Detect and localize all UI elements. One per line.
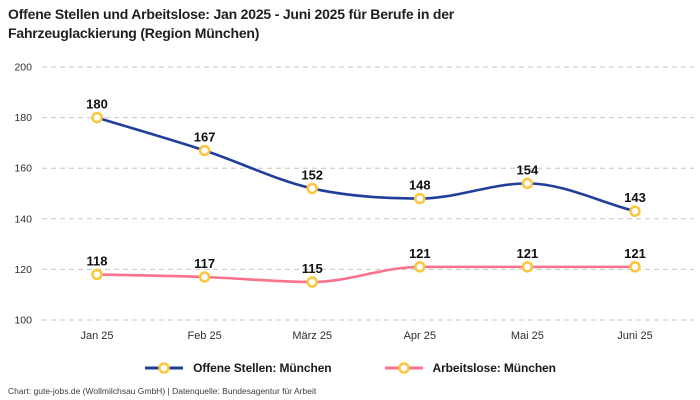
y-axis-tick-200: 200 <box>14 62 32 74</box>
value-label-s1-Apr 25: 148 <box>409 178 431 193</box>
data-point-s2-Apr 25[interactable] <box>414 261 426 273</box>
chart-title-line-1: Offene Stellen und Arbeitslose: Jan 2025… <box>8 6 455 22</box>
value-label-s2-Jan 25: 118 <box>87 253 108 268</box>
x-axis-label-1: Jan 25 <box>80 330 113 342</box>
x-axis-label-4: Apr 25 <box>404 330 436 342</box>
series-line-1 <box>95 116 637 213</box>
legend-swatch-icon <box>384 362 423 374</box>
x-axis-label-5: Mai 25 <box>511 330 544 342</box>
data-point-s1-Mai 25[interactable] <box>521 177 534 190</box>
x-axis-label-2: Feb 25 <box>187 330 221 342</box>
data-point-s1-Feb 25[interactable] <box>198 144 211 157</box>
y-axis-tick-100: 100 <box>14 315 32 327</box>
x-axis-label-3: März 25 <box>292 330 332 342</box>
data-point-s2-Mai 25[interactable] <box>521 261 534 273</box>
data-point-s1-März 25[interactable] <box>306 182 318 195</box>
value-label-s1-Jan 25: 180 <box>86 97 108 112</box>
data-point-s2-Jan 25[interactable] <box>91 268 103 281</box>
data-point-s2-Juni 25[interactable] <box>629 261 641 273</box>
legend-swatch-icon <box>145 362 184 374</box>
value-label-s2-März 25: 115 <box>302 261 323 276</box>
y-axis-tick-160: 160 <box>14 163 32 175</box>
value-label-s1-Feb 25: 167 <box>194 129 216 144</box>
legend-item-2[interactable]: Arbeitslose: München <box>384 361 556 375</box>
data-point-s1-Jan 25[interactable] <box>91 111 103 124</box>
data-point-s2-Feb 25[interactable] <box>198 271 211 283</box>
chart-footer-attribution: Chart: gute-jobs.de (Wollmilchsau GmbH) … <box>8 386 317 396</box>
y-axis-tick-180: 180 <box>14 112 32 124</box>
value-label-s1-Juni 25: 143 <box>624 190 646 205</box>
value-label-s2-Juni 25: 121 <box>624 246 646 261</box>
legend-label-2: Arbeitslose: München <box>432 361 556 375</box>
x-axis-label-6: Juni 25 <box>617 330 652 342</box>
value-label-s2-Mai 25: 121 <box>517 246 539 261</box>
series-line-2 <box>95 265 637 284</box>
legend-label-1: Offene Stellen: München <box>193 361 332 375</box>
chart-title: Offene Stellen und Arbeitslose: Jan 2025… <box>8 5 688 43</box>
chart-title-line-2: Fahrzeuglackierung (Region München) <box>8 25 260 41</box>
value-label-s2-Apr 25: 121 <box>409 246 431 261</box>
data-point-s1-Apr 25[interactable] <box>414 192 426 205</box>
value-label-s1-Mai 25: 154 <box>517 162 539 177</box>
value-label-s1-März 25: 152 <box>301 167 323 182</box>
data-point-s2-März 25[interactable] <box>306 276 318 288</box>
y-axis-tick-140: 140 <box>14 213 32 225</box>
value-label-s2-Feb 25: 117 <box>194 256 215 271</box>
y-axis-tick-120: 120 <box>14 264 32 276</box>
legend-item-1[interactable]: Offene Stellen: München <box>144 361 332 375</box>
chart-legend: Offene Stellen: München Arbeitslose: Münc… <box>0 361 700 375</box>
data-point-s1-Juni 25[interactable] <box>629 205 641 217</box>
